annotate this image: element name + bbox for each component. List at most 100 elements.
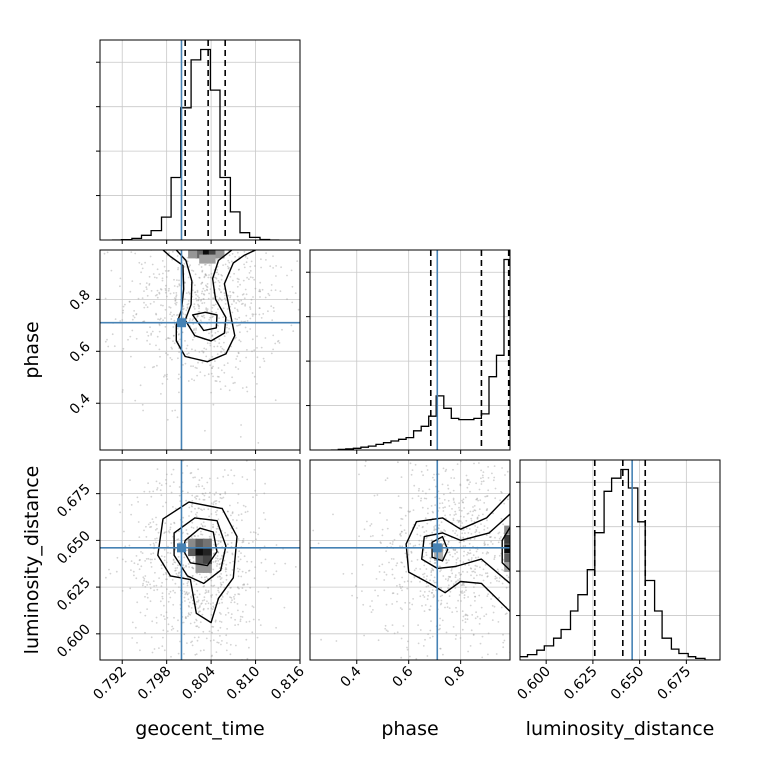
scatter-point bbox=[233, 596, 235, 598]
scatter-point bbox=[232, 560, 235, 563]
scatter-point bbox=[231, 222, 233, 224]
scatter-point bbox=[241, 587, 244, 589]
density-cell bbox=[195, 547, 205, 557]
scatter-point bbox=[217, 540, 220, 543]
scatter-point bbox=[430, 505, 433, 507]
scatter-point bbox=[183, 596, 186, 599]
scatter-point bbox=[215, 527, 218, 530]
scatter-point bbox=[211, 608, 214, 611]
scatter-point bbox=[273, 310, 275, 312]
scatter-point bbox=[421, 540, 423, 543]
scatter-point bbox=[245, 356, 248, 359]
scatter-point bbox=[205, 637, 208, 640]
scatter-point bbox=[166, 353, 169, 356]
scatter-point bbox=[184, 340, 186, 342]
scatter-point bbox=[268, 241, 270, 243]
scatter-point bbox=[175, 569, 177, 572]
density-cell bbox=[199, 254, 209, 264]
scatter-point bbox=[500, 536, 502, 538]
scatter-points bbox=[100, 460, 297, 660]
scatter-point bbox=[237, 281, 239, 283]
scatter-point bbox=[536, 507, 538, 509]
scatter-point bbox=[473, 538, 476, 540]
scatter-point bbox=[457, 521, 460, 524]
scatter-point bbox=[486, 575, 489, 578]
scatter-point bbox=[461, 499, 463, 502]
scatter-point bbox=[487, 632, 490, 635]
scatter-point bbox=[242, 302, 244, 305]
scatter-point bbox=[493, 605, 496, 608]
scatter-point bbox=[551, 588, 553, 590]
scatter-point bbox=[220, 573, 223, 575]
scatter-point bbox=[202, 608, 205, 611]
scatter-point bbox=[433, 595, 436, 598]
scatter-point bbox=[215, 513, 218, 516]
scatter-point bbox=[235, 302, 238, 304]
scatter-point bbox=[201, 492, 204, 495]
scatter-point bbox=[222, 228, 224, 230]
scatter-point bbox=[214, 533, 217, 536]
scatter-point bbox=[229, 574, 232, 576]
scatter-point bbox=[192, 527, 195, 529]
scatter-point bbox=[200, 292, 203, 295]
scatter-point bbox=[409, 655, 411, 658]
scatter-point bbox=[172, 506, 174, 508]
scatter-point bbox=[501, 568, 503, 571]
scatter-point bbox=[147, 557, 150, 560]
scatter-point bbox=[459, 637, 462, 639]
scatter-point bbox=[427, 585, 430, 587]
scatter-point bbox=[314, 353, 316, 355]
scatter-point bbox=[447, 559, 450, 562]
scatter-point bbox=[396, 562, 399, 565]
scatter-point bbox=[213, 493, 216, 496]
scatter-point bbox=[149, 526, 151, 528]
scatter-point bbox=[433, 529, 436, 532]
scatter-point bbox=[130, 513, 133, 516]
scatter-point bbox=[214, 560, 217, 563]
scatter-point bbox=[491, 543, 494, 545]
scatter-point bbox=[446, 561, 449, 564]
scatter-point bbox=[198, 263, 201, 266]
scatter-point bbox=[230, 469, 233, 471]
plot-clip bbox=[310, 453, 553, 660]
scatter-point bbox=[175, 295, 178, 298]
scatter-point bbox=[216, 345, 219, 348]
scatter-point bbox=[208, 264, 211, 267]
scatter-point bbox=[258, 313, 261, 316]
scatter-point bbox=[269, 265, 272, 268]
scatter-point bbox=[206, 310, 208, 312]
scatter-point bbox=[482, 471, 485, 473]
scatter-point bbox=[475, 498, 478, 501]
scatter-point bbox=[261, 288, 264, 291]
scatter-point bbox=[186, 246, 188, 248]
scatter-point bbox=[248, 646, 250, 649]
scatter-point bbox=[407, 553, 410, 556]
scatter-point bbox=[431, 567, 433, 570]
scatter-point bbox=[431, 453, 433, 455]
scatter-point bbox=[437, 540, 440, 543]
scatter-point bbox=[490, 598, 492, 600]
scatter-point bbox=[454, 532, 456, 535]
scatter-point bbox=[129, 587, 132, 590]
scatter-point bbox=[192, 270, 195, 272]
scatter-point bbox=[460, 584, 463, 587]
scatter-point bbox=[209, 342, 212, 345]
scatter-point bbox=[220, 536, 222, 539]
scatter-point bbox=[208, 515, 211, 518]
scatter-point bbox=[458, 506, 460, 509]
scatter-point bbox=[378, 571, 381, 573]
scatter-point bbox=[197, 311, 200, 313]
scatter-point bbox=[140, 263, 143, 266]
scatter-point bbox=[205, 284, 207, 287]
scatter-point bbox=[461, 582, 464, 584]
scatter-point bbox=[243, 263, 246, 266]
scatter-point bbox=[213, 213, 215, 215]
scatter-point bbox=[163, 532, 166, 534]
scatter-point bbox=[213, 204, 215, 206]
scatter-point bbox=[439, 587, 441, 589]
scatter-point bbox=[128, 300, 131, 303]
scatter-point bbox=[529, 569, 531, 571]
scatter-point bbox=[142, 409, 145, 412]
scatter-point bbox=[534, 606, 536, 608]
scatter-point bbox=[427, 507, 429, 510]
